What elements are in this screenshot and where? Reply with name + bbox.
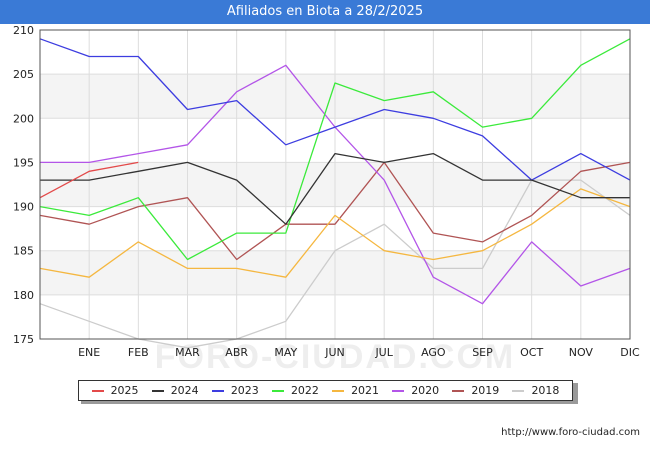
legend-label: 2020 bbox=[411, 384, 440, 397]
x-tick-label: JUN bbox=[324, 346, 345, 359]
x-tick-label: NOV bbox=[569, 346, 594, 359]
legend-swatch bbox=[512, 389, 525, 392]
series-line-2024 bbox=[40, 152, 630, 225]
x-tick-label: MAY bbox=[274, 346, 297, 359]
legend-item-2025: 2025 bbox=[91, 384, 139, 397]
legend-item-2023: 2023 bbox=[211, 384, 259, 397]
y-tick-label: 185 bbox=[13, 245, 34, 258]
legend-label: 2025 bbox=[110, 384, 139, 397]
x-tick-label: ENE bbox=[78, 346, 100, 359]
legend-label: 2022 bbox=[290, 384, 319, 397]
legend-swatch bbox=[452, 389, 465, 392]
legend-swatch bbox=[211, 389, 224, 392]
x-tick-label: FEB bbox=[128, 346, 149, 359]
x-tick-label: ABR bbox=[225, 346, 248, 359]
y-tick-label: 210 bbox=[13, 24, 34, 37]
plot-frame bbox=[39, 29, 631, 340]
legend-label: 2018 bbox=[531, 384, 560, 397]
legend-item-2019: 2019 bbox=[452, 384, 499, 397]
y-tick-label: 175 bbox=[13, 333, 34, 346]
chart-title: Afiliados en Biota a 28/2/2025 bbox=[226, 4, 424, 19]
legend-item-2020: 2020 bbox=[392, 384, 439, 397]
source-url: http://www.foro-ciudad.com bbox=[501, 427, 640, 438]
y-tick-label: 180 bbox=[13, 289, 34, 302]
y-tick-label: 205 bbox=[13, 68, 34, 81]
legend: 2025 2024 2023 2022 2021 2020 2019 2018 bbox=[78, 380, 573, 401]
legend-swatch bbox=[332, 389, 345, 392]
y-tick-label: 195 bbox=[13, 156, 34, 169]
y-tick-label: 190 bbox=[13, 201, 34, 214]
series-line-2021 bbox=[39, 188, 631, 278]
legend-swatch bbox=[91, 389, 104, 392]
legend-item-2022: 2022 bbox=[271, 384, 319, 397]
title-bar bbox=[0, 0, 650, 24]
series-line-2019 bbox=[39, 161, 631, 261]
series-line-2025 bbox=[39, 161, 139, 199]
x-tick-label: AGO bbox=[421, 346, 446, 359]
legend-swatch bbox=[392, 389, 405, 392]
legend-label: 2019 bbox=[471, 384, 500, 397]
legend-swatch bbox=[151, 389, 164, 392]
watermark: FORO-CIUDAD.COM bbox=[155, 338, 516, 376]
legend-label: 2024 bbox=[170, 384, 199, 397]
x-tick-label: OCT bbox=[520, 346, 543, 359]
x-tick-label: SEP bbox=[472, 346, 493, 359]
legend-item-2018: 2018 bbox=[512, 384, 559, 397]
x-tick-label: JUL bbox=[374, 346, 393, 359]
legend-label: 2021 bbox=[351, 384, 380, 397]
y-tick-label: 200 bbox=[13, 112, 34, 125]
legend-label: 2023 bbox=[230, 384, 259, 397]
legend-swatch bbox=[271, 389, 284, 392]
legend-item-2024: 2024 bbox=[151, 384, 199, 397]
x-tick-label: DIC bbox=[620, 346, 640, 359]
x-tick-label: MAR bbox=[175, 346, 200, 359]
series-line-2022 bbox=[39, 38, 631, 261]
legend-item-2021: 2021 bbox=[332, 384, 379, 397]
